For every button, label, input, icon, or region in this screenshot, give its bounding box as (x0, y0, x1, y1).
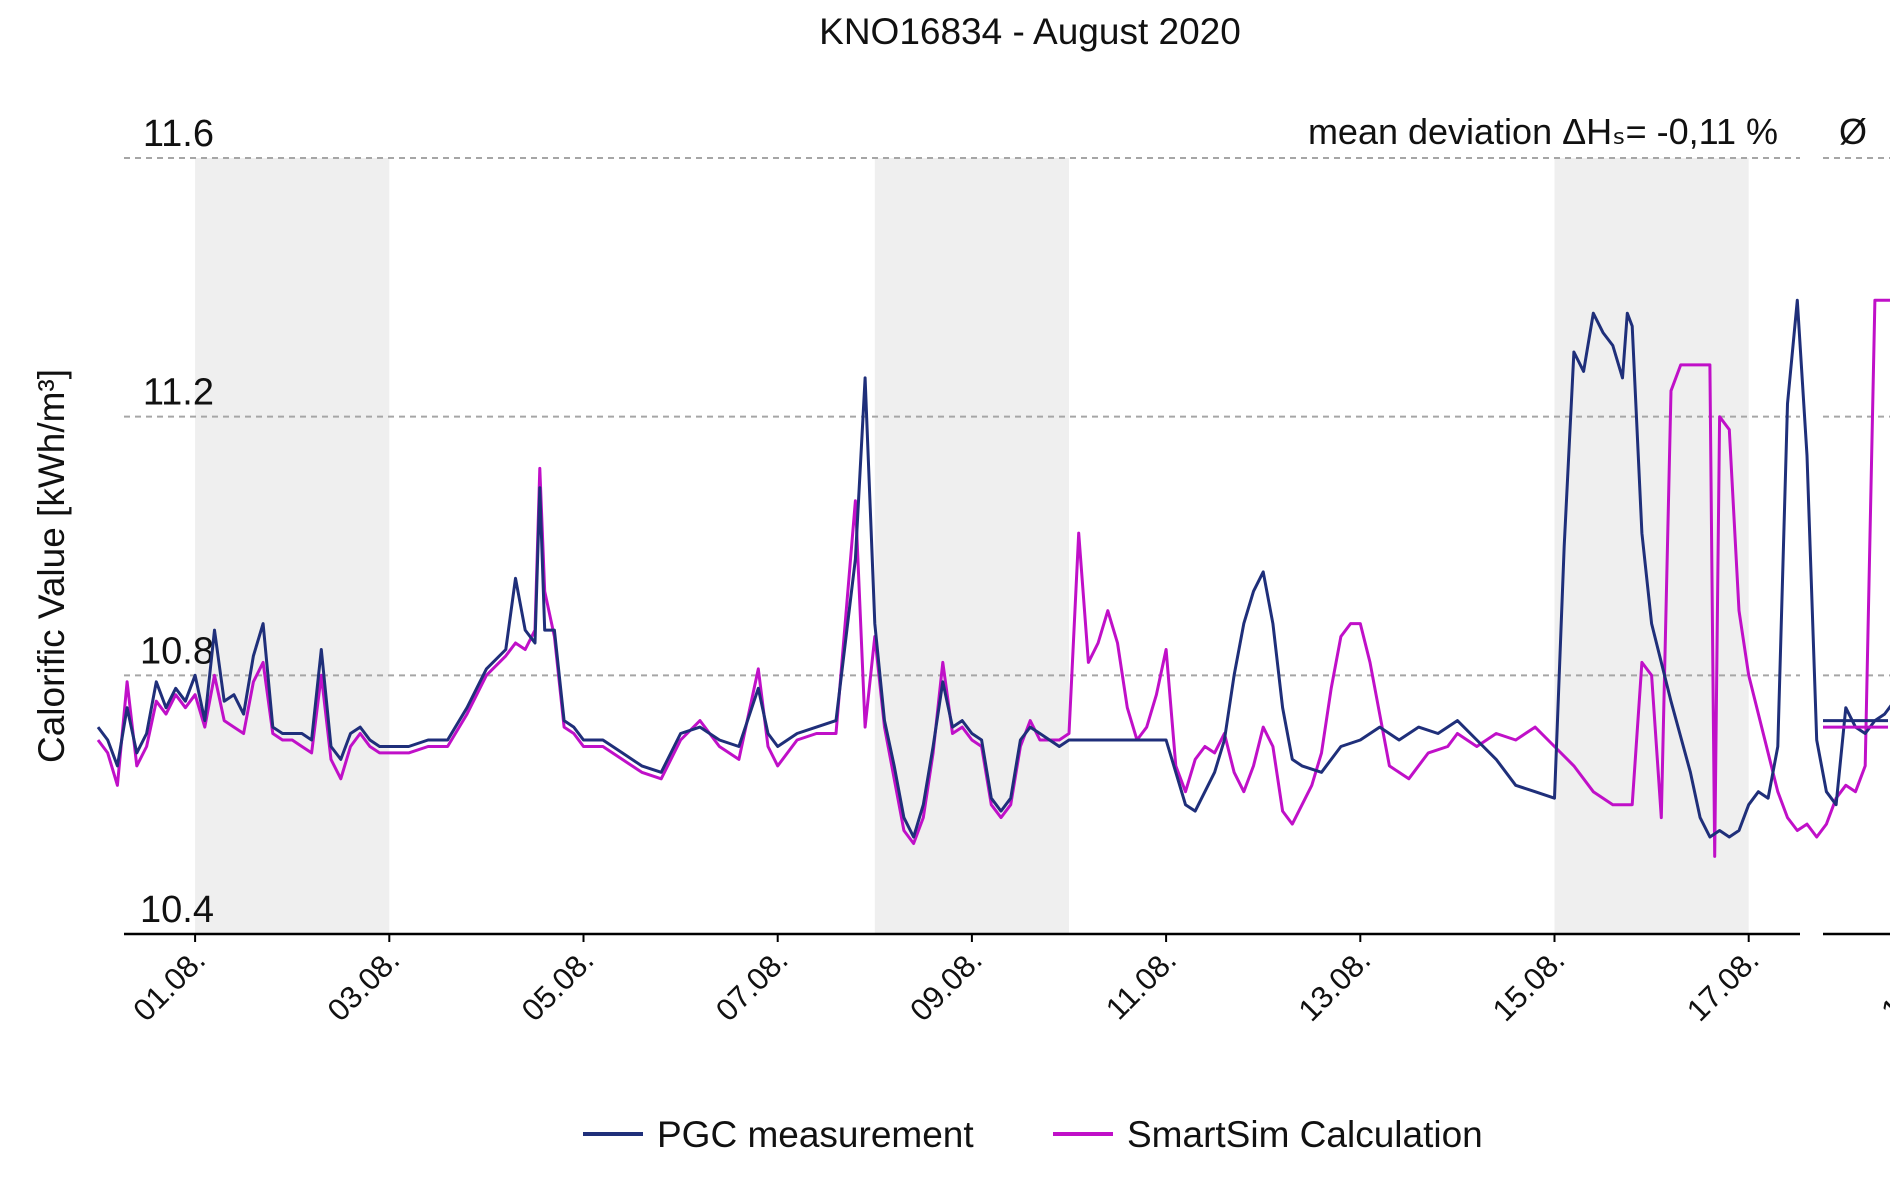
x-tick-label: 15.08. (1486, 942, 1572, 1028)
x-tick-label: 05.08. (515, 942, 601, 1028)
y-axis-label: Calorific Value [kWh/m³] (31, 369, 72, 763)
x-tick-label: 01.08. (126, 942, 212, 1028)
y-axis-ticks: 10.4 10.8 11.2 11.6 (140, 113, 214, 931)
x-tick-label: 17.08. (1680, 942, 1766, 1028)
x-tick-label: 03.08. (321, 942, 407, 1028)
legend-label-smartsim: SmartSim Calculation (1127, 1114, 1483, 1155)
mean-markers (1823, 719, 1888, 729)
x-axis-ticks: 01.08. 03.08. 05.08. 07.08. 09.08. 11.08. 13.0… (126, 934, 1890, 1028)
y-tick-label: 11.2 (143, 372, 214, 414)
y-tick-label: 10.8 (140, 630, 214, 672)
mean-panel-label: Ø (1839, 111, 1867, 152)
deviation-annotation: mean deviation ΔHₛ= -0,11 % (1308, 111, 1778, 152)
x-tick-label: 19.08. (1874, 942, 1890, 1028)
weekend-band (195, 158, 390, 934)
weekend-bands (195, 158, 1749, 934)
x-tick-label: 07.08. (709, 942, 795, 1028)
y-tick-label: 11.6 (143, 113, 214, 155)
y-tick-label: 10.4 (140, 889, 214, 931)
series-lines (96, 298, 1890, 858)
x-tick-label: 09.08. (903, 942, 989, 1028)
legend-label-pgc: PGC measurement (657, 1114, 974, 1155)
weekend-band (874, 158, 1069, 934)
chart-title: KNO16834 - August 2020 (819, 11, 1241, 52)
x-tick-label: 13.08. (1292, 942, 1378, 1028)
gridlines (124, 157, 1890, 677)
x-tick-label: 11.08. (1099, 942, 1183, 1026)
legend: PGC measurement SmartSim Calculation (583, 1114, 1483, 1155)
pgc-line (96, 298, 1890, 839)
